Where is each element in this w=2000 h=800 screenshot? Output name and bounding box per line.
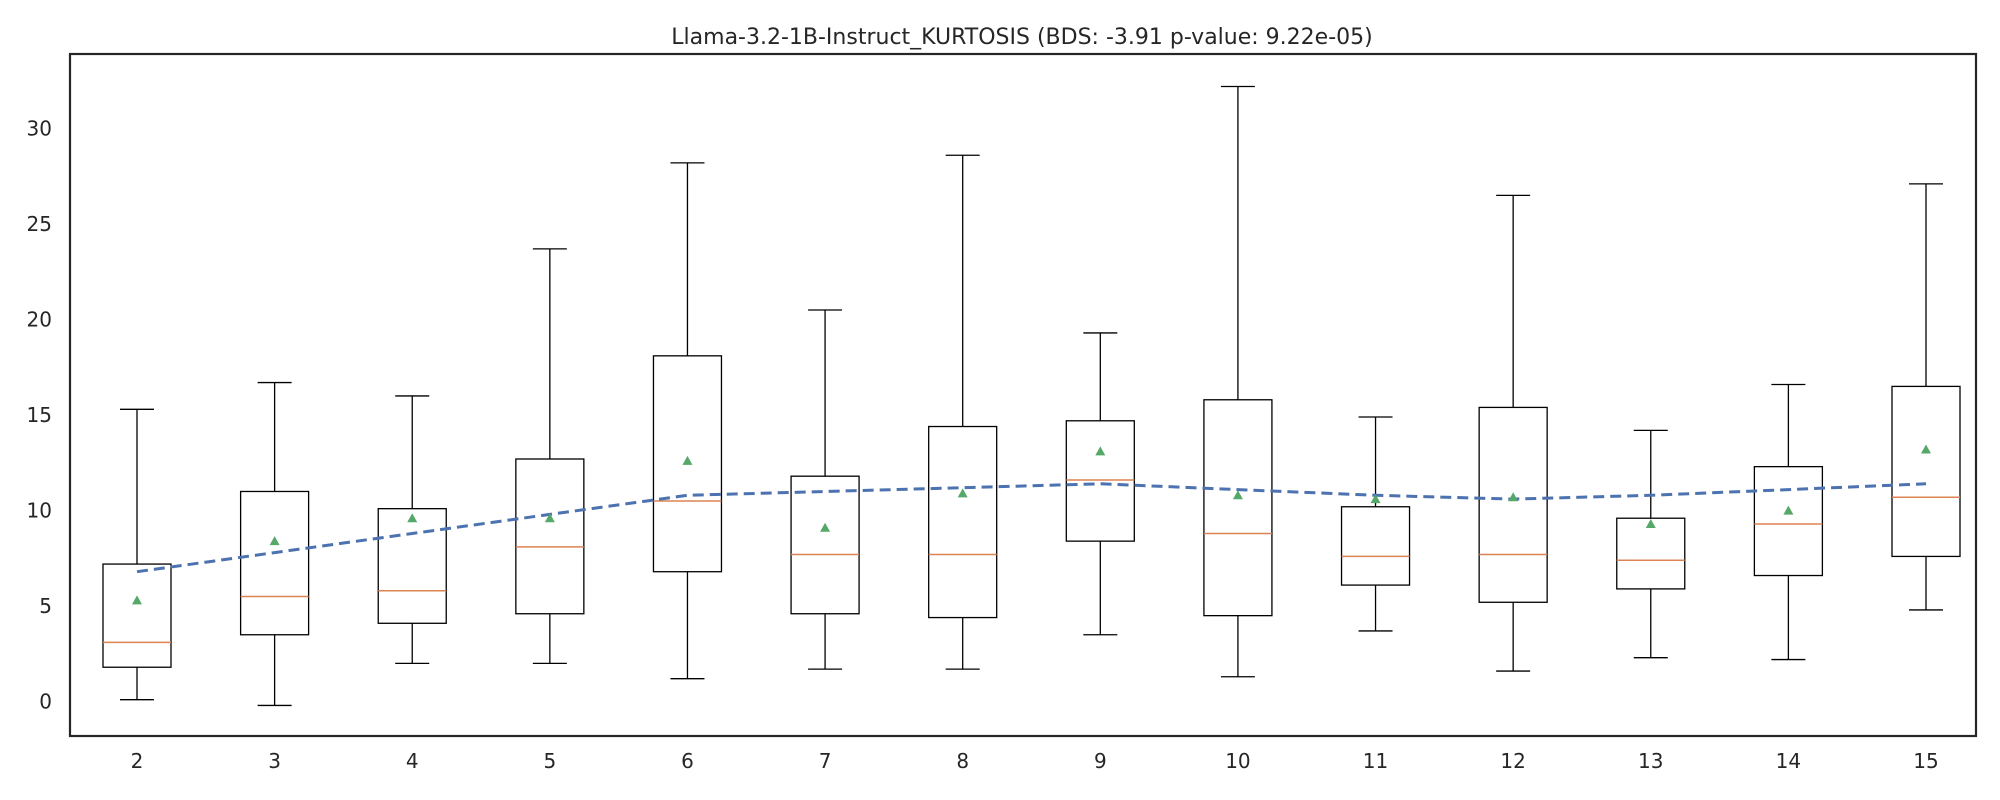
mean-marker [269, 536, 280, 546]
x-tick-label: 10 [1225, 749, 1250, 773]
mean-markers [132, 444, 1931, 605]
x-tick-label: 9 [1094, 749, 1107, 773]
mean-marker [1921, 444, 1931, 454]
plot-area-frame [68, 52, 1978, 738]
box-body [1753, 465, 1824, 577]
mean-marker [1783, 505, 1794, 515]
x-tick-label: 13 [1638, 749, 1663, 773]
box-4 [377, 395, 447, 665]
y-tick-label: 0 [39, 690, 52, 714]
box-3 [239, 381, 310, 707]
x-tick-label: 2 [131, 749, 144, 773]
x-axis: 2 3 4 5 6 7 8 9 10 11 12 13 14 15 [131, 749, 1939, 773]
x-tick-label: 15 [1913, 749, 1938, 773]
box-body [515, 458, 585, 615]
y-tick-label: 20 [27, 308, 52, 332]
mean-marker [820, 522, 831, 532]
box-10 [1203, 85, 1273, 678]
mean-marker [407, 513, 418, 523]
box-body [239, 490, 310, 636]
x-tick-label: 3 [268, 749, 281, 773]
y-tick-label: 25 [27, 212, 52, 236]
x-tick-label: 11 [1363, 749, 1388, 773]
box-12 [1478, 194, 1548, 672]
x-tick-label: 5 [543, 749, 556, 773]
box-body [790, 475, 860, 615]
mean-marker [544, 513, 555, 523]
box-2 [102, 408, 172, 701]
box-15 [1891, 183, 1961, 611]
y-tick-label: 5 [39, 594, 52, 618]
y-tick-label: 10 [27, 499, 52, 523]
x-tick-label: 7 [819, 749, 832, 773]
y-tick-label: 30 [27, 117, 52, 141]
chart-title: Llama-3.2-1B-Instruct_KURTOSIS (BDS: -3.… [671, 25, 1372, 50]
box-body [1340, 506, 1411, 586]
y-axis: 0 5 10 15 20 25 30 [27, 117, 52, 714]
box-9 [1065, 332, 1135, 636]
y-tick-label: 15 [27, 403, 52, 427]
mean-marker [682, 455, 693, 465]
mean-marker [1095, 446, 1106, 456]
mean-marker [957, 488, 968, 498]
box-body [1478, 406, 1548, 603]
box-body [102, 563, 172, 668]
box-11 [1340, 416, 1411, 632]
mean-marker [1508, 492, 1519, 502]
box-body [928, 425, 998, 619]
box-8 [928, 154, 998, 670]
mean-marker [1232, 490, 1243, 500]
mean-marker [1370, 494, 1381, 504]
box-body [1065, 420, 1135, 542]
mean-marker [1645, 518, 1656, 528]
trend-line [136, 482, 1927, 574]
box-body [377, 508, 447, 624]
box-7 [790, 309, 860, 670]
x-tick-label: 6 [681, 749, 694, 773]
box-body [1616, 517, 1686, 590]
x-tick-label: 4 [406, 749, 419, 773]
box-series [102, 85, 1961, 707]
x-tick-label: 14 [1776, 749, 1801, 773]
box-5 [515, 248, 585, 665]
box-14 [1753, 383, 1824, 661]
box-6 [652, 162, 723, 680]
x-tick-label: 12 [1500, 749, 1525, 773]
box-body [652, 355, 723, 573]
box-body [1203, 399, 1273, 617]
box-13 [1616, 429, 1686, 659]
x-tick-label: 8 [956, 749, 969, 773]
box-body [1891, 385, 1961, 558]
mean-marker [132, 595, 142, 605]
